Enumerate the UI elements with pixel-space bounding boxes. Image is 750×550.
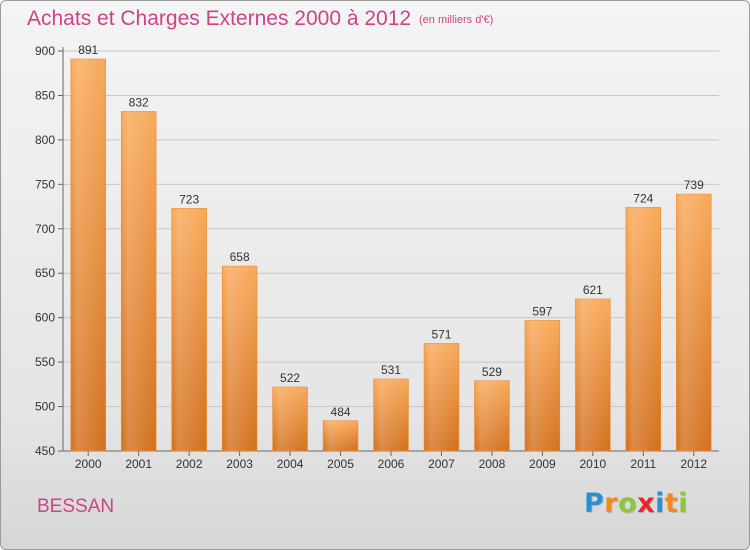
value-label: 723	[179, 192, 199, 206]
x-tick-label: 2002	[176, 457, 203, 471]
bar-sheen	[222, 266, 258, 451]
x-tick-label: 2011	[630, 457, 656, 471]
bar-sheen	[70, 59, 106, 451]
value-label: 531	[381, 363, 401, 377]
value-label: 739	[684, 178, 704, 192]
label-layer: 891 832 723 658 522 484 531 571 529 597 621 724 739	[78, 43, 704, 419]
x-tick-label: 2010	[579, 457, 606, 471]
bar-sheen	[272, 387, 308, 451]
value-label: 597	[532, 304, 552, 318]
x-tick-label: 2012	[680, 457, 707, 471]
value-label: 621	[583, 283, 603, 297]
bar-sheen	[575, 299, 611, 451]
y-tick-label: 450	[35, 444, 55, 458]
x-tick-label: 2008	[479, 457, 506, 471]
y-tick-label: 500	[35, 400, 55, 414]
bar-layer	[70, 58, 712, 452]
x-tick-label: 2006	[378, 457, 405, 471]
value-label: 658	[230, 250, 250, 264]
x-tick-label: 2000	[75, 457, 102, 471]
y-tick-label: 800	[35, 133, 55, 147]
x-tick-label: 2005	[327, 457, 354, 471]
value-label: 891	[78, 43, 98, 57]
y-tick-label: 750	[35, 177, 55, 191]
value-label: 484	[331, 405, 351, 419]
bar-sheen	[373, 379, 409, 451]
bar-sheen	[323, 420, 358, 451]
y-tick-label: 550	[35, 355, 55, 369]
y-tick-label: 850	[35, 88, 55, 102]
bar-sheen	[121, 111, 157, 451]
bar-sheen	[171, 208, 207, 451]
value-label: 529	[482, 365, 502, 379]
bar-sheen	[625, 207, 661, 451]
x-tick-label: 2003	[226, 457, 253, 471]
logo-letter: t	[664, 488, 679, 519]
x-tick-label: 2009	[529, 457, 556, 471]
x-tick-label: 2007	[428, 457, 455, 471]
x-tick-label: 2004	[277, 457, 304, 471]
chart-subtitle: (en milliers d'€)	[419, 14, 494, 26]
y-tick-label: 700	[35, 222, 55, 236]
proxiti-logo: Proxiti	[584, 488, 688, 519]
value-label: 571	[431, 327, 451, 341]
logo-letter: r	[604, 488, 619, 519]
logo-letter: P	[584, 488, 605, 519]
y-tick-label: 600	[35, 311, 55, 325]
bar-sheen	[424, 343, 459, 451]
logo-letter: o	[618, 488, 638, 519]
chart-title: Achats et Charges Externes 2000 à 2012	[27, 7, 412, 30]
logo-letter: i	[655, 488, 665, 519]
bar-sheen	[676, 194, 712, 451]
logo-letter: x	[637, 488, 656, 519]
bar-sheen	[524, 320, 560, 451]
value-label: 832	[129, 95, 149, 109]
value-label: 522	[280, 371, 300, 385]
y-tick-label: 650	[35, 266, 55, 280]
y-tick-label: 900	[35, 44, 55, 58]
commune-name: BESSAN	[37, 496, 115, 517]
x-tick-label: 2001	[125, 457, 152, 471]
logo-letter: i	[678, 488, 689, 519]
value-label: 724	[633, 191, 653, 205]
bar-sheen	[474, 380, 510, 451]
